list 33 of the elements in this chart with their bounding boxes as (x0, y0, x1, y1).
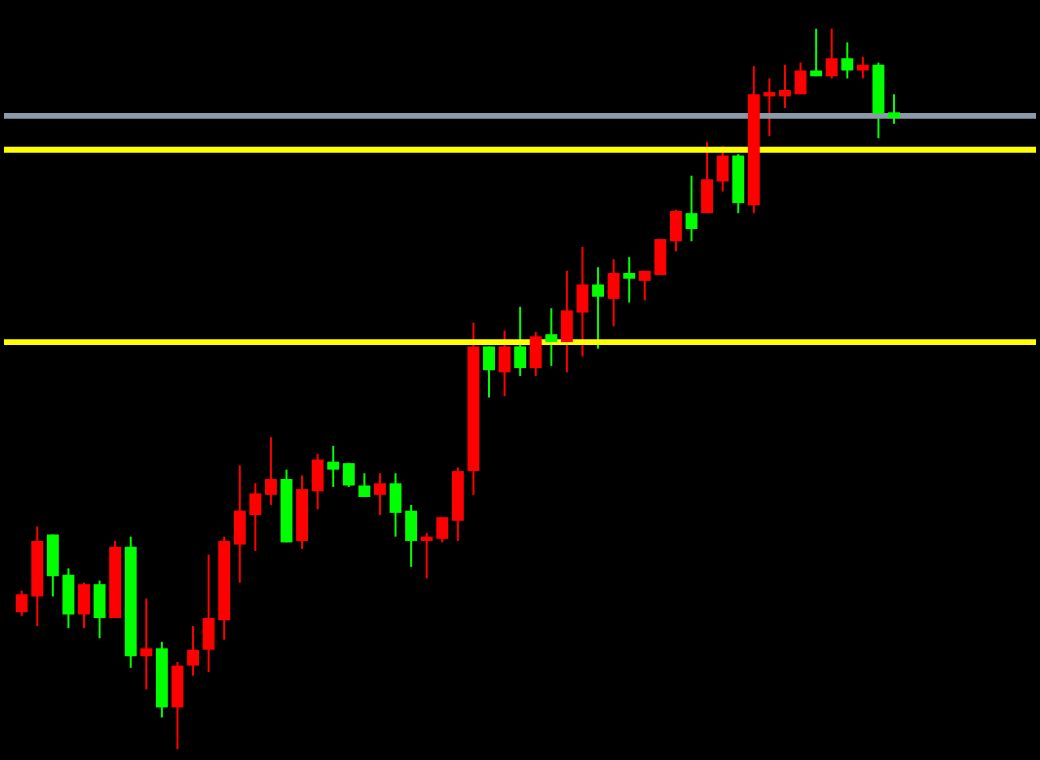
candlestick (669, 208, 682, 253)
candlestick (140, 597, 153, 691)
candlestick (701, 140, 714, 215)
candlestick (78, 581, 90, 630)
candlestick (264, 436, 277, 506)
candlestick (327, 444, 340, 488)
candlestick (794, 61, 807, 96)
candlestick (825, 27, 838, 80)
candlestick (389, 472, 402, 538)
candlestick (592, 266, 604, 350)
candlestick (311, 452, 324, 511)
candlestick (171, 661, 184, 751)
candlestick (498, 329, 511, 398)
candlestick (888, 93, 900, 125)
candlestick (576, 246, 589, 358)
candlestick (732, 153, 745, 215)
candlestick (779, 63, 791, 109)
candlestick (483, 345, 495, 399)
candlestick (841, 41, 854, 80)
candlestick (560, 269, 573, 374)
candlestick (514, 305, 527, 377)
candlestick (529, 331, 542, 377)
candlestick (93, 579, 106, 640)
candlestick (342, 462, 355, 488)
candlestick (856, 55, 869, 80)
candlestick (607, 258, 620, 328)
candlestick (405, 503, 418, 568)
candlestick (545, 307, 558, 367)
candlestick (716, 145, 729, 193)
candlestick (623, 256, 636, 304)
candlestick (685, 174, 698, 243)
candlestick (374, 472, 386, 517)
candlestick (187, 624, 199, 677)
